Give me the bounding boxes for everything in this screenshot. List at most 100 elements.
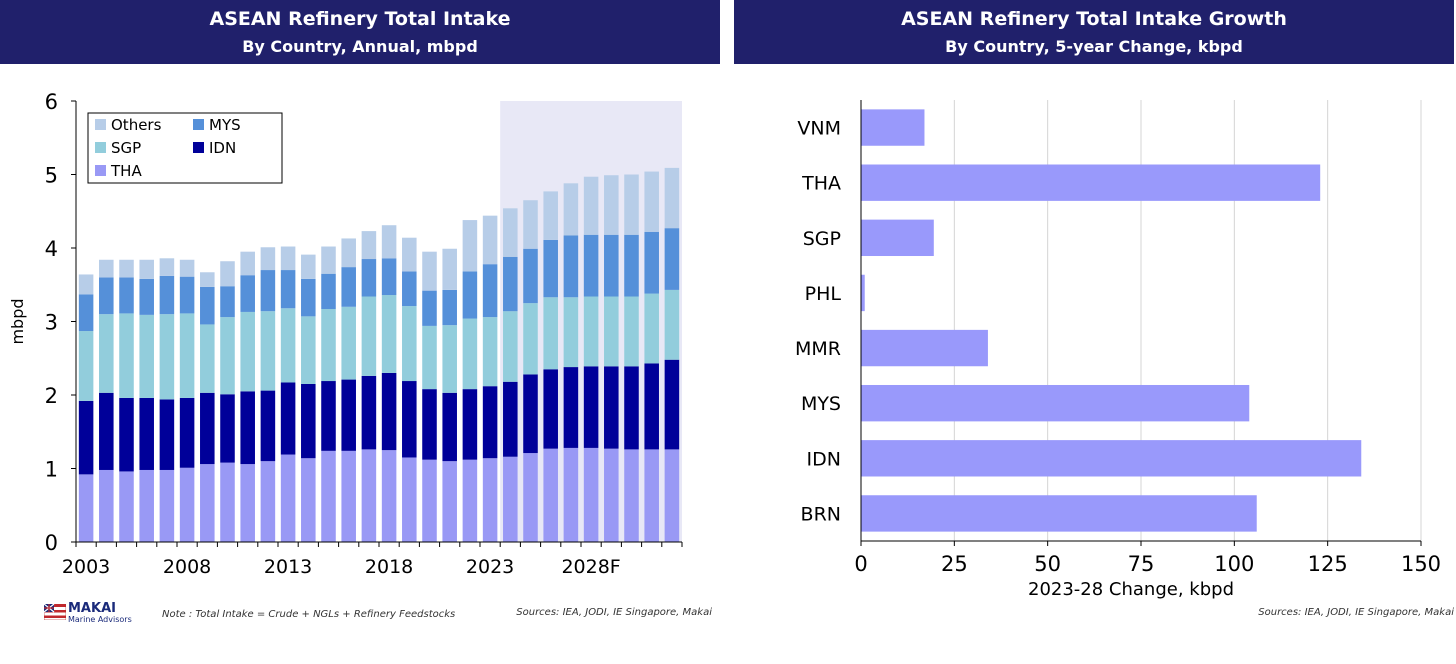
- bar-mys-2032: [664, 228, 680, 290]
- bar-idn-2004: [99, 392, 114, 470]
- bar-others-2007: [159, 258, 175, 276]
- bar-tha-2028: [583, 447, 599, 542]
- bar-sgp-2010: [220, 317, 235, 395]
- bar-tha-2031: [644, 449, 659, 542]
- bar-sgp-2028: [583, 296, 599, 367]
- bar-idn-2017: [361, 375, 377, 450]
- left-chart-note: Note : Total Intake = Crude + NGLs + Ref…: [162, 609, 456, 620]
- bar-tha-2027: [563, 447, 579, 542]
- bar-mys-2023: [482, 264, 498, 318]
- bar-sgp-2029: [604, 296, 619, 367]
- bar-others-2009: [200, 272, 215, 287]
- bar-tha-2024: [503, 456, 518, 542]
- bar-tha-2015: [321, 450, 336, 542]
- bar-sgp-2025: [523, 303, 538, 375]
- bar-idn-2032: [664, 359, 680, 450]
- bar-sgp-2032: [664, 289, 680, 360]
- bar-tha-2005: [119, 471, 134, 542]
- bar-tha-2029: [604, 448, 619, 542]
- bar-others-2003: [78, 274, 94, 295]
- bar-mys-2022: [462, 271, 478, 319]
- bar-mys-2025: [523, 248, 538, 304]
- bar-tha-2010: [220, 462, 235, 542]
- bar-mys-2006: [139, 278, 154, 315]
- bar-idn-2029: [604, 366, 619, 449]
- bar-sgp-2015: [321, 309, 336, 382]
- bar-others-2032: [664, 167, 680, 229]
- right-chart-title: ASEAN Refinery Total Intake Growth: [901, 8, 1287, 30]
- bar-sgp-2023: [482, 317, 498, 387]
- bar-tha-2012: [260, 461, 276, 542]
- bar-tha-2003: [78, 474, 94, 542]
- bar-others-2021: [442, 248, 457, 290]
- bar-mys-2011: [240, 275, 255, 312]
- bar-sgp-2011: [240, 311, 255, 392]
- bar-idn-2026: [543, 369, 558, 449]
- bar-sgp-2012: [260, 311, 276, 391]
- category-label-idn: IDN: [807, 448, 841, 470]
- x-tick-label: 150: [1401, 552, 1441, 576]
- bar-mys-2029: [604, 234, 619, 297]
- bar-mys-2028: [583, 234, 599, 297]
- y-axis-title: mbpd: [8, 298, 27, 344]
- legend-swatch-idn: [193, 142, 204, 153]
- bar-mys-2003: [78, 294, 94, 332]
- x-tick-label: 100: [1214, 552, 1254, 576]
- category-label-vnm: VNM: [797, 118, 841, 140]
- bar-others-2031: [644, 171, 659, 232]
- left-chart-subtitle: By Country, Annual, mbpd: [242, 37, 478, 56]
- bar-sgp-2026: [543, 297, 558, 370]
- bar-others-2013: [280, 246, 296, 271]
- bar-others-2024: [503, 208, 518, 257]
- logo-name: MAKAI: [68, 601, 116, 616]
- bar-mys-2019: [402, 271, 417, 307]
- bar-idn-2013: [280, 382, 296, 455]
- x-tick-label: 25: [941, 552, 968, 576]
- x-axis-title: 2023-28 Change, kbpd: [1028, 579, 1234, 600]
- bar-mys-2010: [220, 286, 235, 318]
- bar-idn-2011: [240, 391, 255, 465]
- bar-idn-2025: [523, 374, 538, 454]
- bar-idn: [861, 440, 1362, 477]
- bar-idn-2010: [220, 394, 235, 463]
- legend-box: [87, 112, 283, 184]
- bar-idn-2016: [341, 379, 356, 451]
- x-tick-label: 75: [1128, 552, 1155, 576]
- bar-sgp-2017: [361, 296, 377, 376]
- bar-tha: [861, 164, 1321, 201]
- category-label-brn: BRN: [801, 503, 841, 525]
- category-label-mmr: MMR: [795, 338, 841, 360]
- bar-idn-2006: [139, 397, 154, 470]
- bar-tha-2011: [240, 464, 255, 542]
- y-tick-label: 1: [45, 458, 58, 482]
- bar-sgp-2013: [280, 308, 296, 383]
- bar-tha-2019: [402, 457, 417, 542]
- bar-others-2008: [179, 259, 195, 277]
- bar-mys-2030: [624, 234, 639, 297]
- y-tick-label: 5: [45, 164, 58, 188]
- bar-idn-2020: [422, 389, 437, 460]
- bar-idn-2015: [321, 381, 336, 451]
- category-label-tha: THA: [801, 173, 841, 195]
- bar-others-2023: [482, 215, 498, 265]
- bar-tha-2006: [139, 469, 154, 542]
- bar-mys-2018: [381, 258, 397, 296]
- bar-mmr: [861, 329, 988, 367]
- legend-label-sgp: SGP: [111, 139, 141, 157]
- left-chart-header: ASEAN Refinery Total Intake By Country, …: [0, 0, 720, 64]
- bar-vnm: [861, 109, 925, 146]
- bar-others-2028: [583, 176, 599, 235]
- logo-tagline: Marine Advisors: [68, 615, 132, 624]
- bar-tha-2017: [361, 449, 377, 542]
- bar-others-2026: [543, 191, 558, 240]
- bar-mys-2020: [422, 290, 437, 326]
- x-tick-label: 125: [1308, 552, 1348, 576]
- y-tick-label: 4: [45, 237, 58, 261]
- y-tick-label: 0: [45, 531, 58, 555]
- bar-mys-2005: [119, 277, 134, 314]
- bar-mys-2017: [361, 259, 377, 297]
- bar-tha-2026: [543, 448, 558, 542]
- bar-idn-2018: [381, 372, 397, 451]
- bar-mys-2031: [644, 231, 659, 294]
- bar-others-2029: [604, 175, 619, 235]
